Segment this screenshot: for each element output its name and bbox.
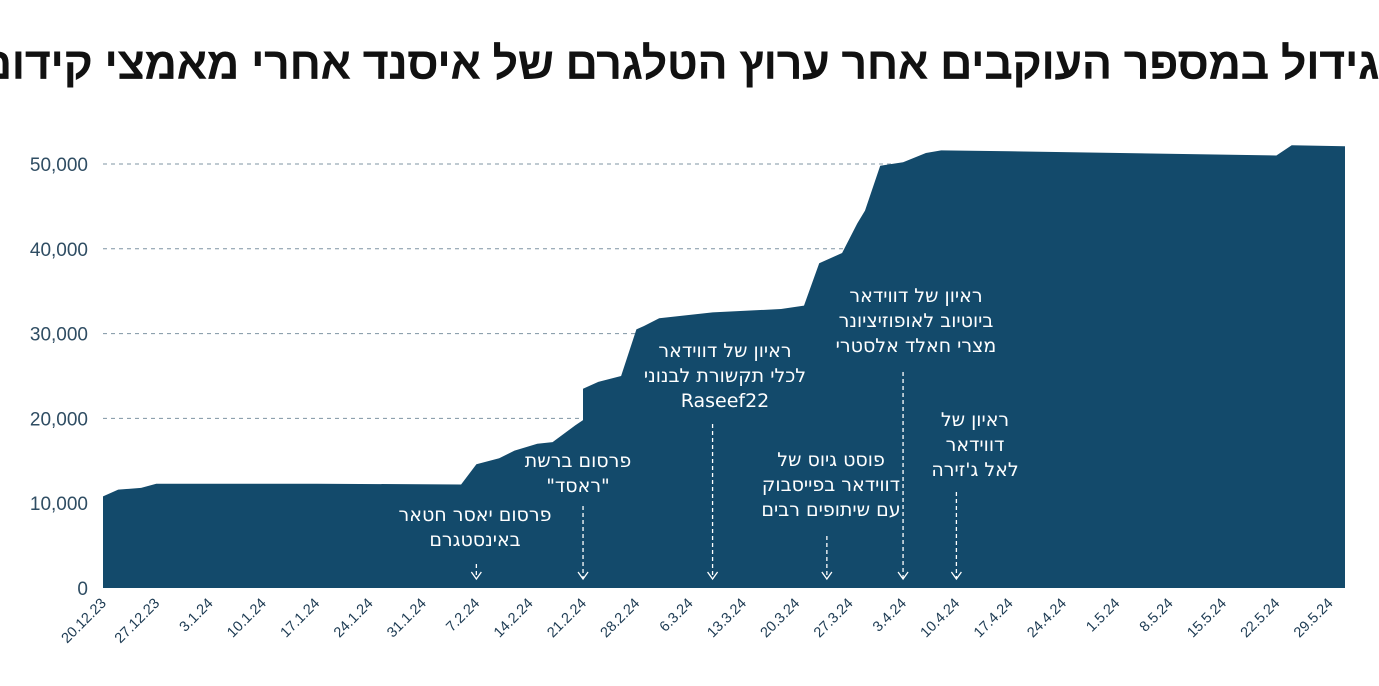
- y-axis: 0 10,000 20,000 30,000 40,000 50,000: [30, 155, 88, 600]
- annotation-arrowhead: [897, 571, 909, 581]
- annotation-text: דווידאר בפייסבוק: [762, 474, 900, 496]
- x-tick-label: 14.2.24: [491, 596, 537, 642]
- annotation: פרסום יאסר חטאר באינסטגרם: [399, 504, 552, 581]
- x-tick-label: 15.5.24: [1184, 596, 1230, 642]
- annotations: פרסום יאסר חטאר באינסטגרם פרסום ברשת "ראסד"…: [399, 285, 1019, 581]
- area-series-fill: [103, 145, 1345, 589]
- x-tick-label: 31.1.24: [384, 596, 430, 642]
- annotation-arrowhead: [821, 571, 833, 581]
- chart-title: גידול במספר העוקבים אחר ערוץ הטלגרם של א…: [0, 38, 1379, 89]
- x-tick-label: 13.3.24: [704, 596, 750, 642]
- x-tick-label: 3.4.24: [870, 596, 910, 636]
- x-tick-label: 28.2.24: [598, 596, 644, 642]
- annotation-text: Raseef22: [681, 390, 770, 412]
- x-tick-label: 17.4.24: [971, 596, 1017, 642]
- x-tick-label: 10.4.24: [918, 596, 964, 642]
- x-tick-label: 20.3.24: [758, 596, 804, 642]
- annotation-text: לכלי תקשורת לבנוני: [644, 365, 806, 387]
- annotation: ראיון של דווידאר ביוטיוב לאופוזיציונר מצרי…: [836, 285, 997, 581]
- annotation-text: ביוטיוב לאופוזיציונר: [839, 310, 994, 332]
- annotation-text: ראיון של דווידאר: [658, 340, 791, 362]
- annotation-arrowhead: [950, 571, 962, 581]
- x-tick-label: 1.5.24: [1083, 596, 1123, 636]
- x-tick-label: 3.1.24: [177, 596, 217, 636]
- annotation-text: לאל ג'זירה: [931, 459, 1018, 481]
- x-tick-label: 29.5.24: [1291, 596, 1337, 642]
- area-series: [103, 145, 1345, 589]
- x-tick-label: 7.2.24: [443, 596, 483, 636]
- annotation-text: "ראסד": [546, 475, 610, 497]
- x-tick-label: 24.4.24: [1024, 596, 1070, 642]
- x-tick-label: 27.12.23: [112, 596, 163, 647]
- annotation: פרסום ברשת "ראסד": [525, 450, 631, 581]
- x-tick-label: 17.1.24: [278, 596, 324, 642]
- x-tick-label: 22.5.24: [1238, 596, 1284, 642]
- x-tick-label: 27.3.24: [811, 596, 857, 642]
- x-axis: 20.12.23 27.12.23 3.1.24 10.1.24 17.1.24 24.1…: [59, 596, 1337, 647]
- annotation-arrowhead: [577, 571, 589, 581]
- y-tick-label: 50,000: [30, 155, 88, 176]
- y-tick-label: 40,000: [30, 240, 88, 261]
- annotation-text: עם שיתופים רבים: [761, 499, 900, 521]
- annotation: ראיון של דווידאר לאל ג'זירה: [931, 409, 1019, 581]
- x-tick-label: 21.2.24: [544, 596, 590, 642]
- annotation-text: דווידאר: [946, 434, 1005, 456]
- y-tick-label: 30,000: [30, 325, 88, 346]
- x-tick-label: 8.5.24: [1137, 596, 1177, 636]
- annotation-text: ראיון של דווידאר: [849, 285, 982, 307]
- annotation-arrowhead: [707, 571, 719, 581]
- x-tick-label: 20.12.23: [59, 596, 110, 647]
- annotation-text: באינסטגרם: [429, 529, 520, 551]
- y-tick-label: 20,000: [30, 409, 88, 430]
- x-tick-label: 24.1.24: [331, 596, 377, 642]
- x-tick-label: 6.3.24: [657, 596, 697, 636]
- x-tick-label: 10.1.24: [224, 596, 270, 642]
- annotation-text: ראיון של: [941, 409, 1009, 431]
- annotation-text: פוסט גיוס של: [777, 449, 885, 471]
- annotation: ראיון של דווידאר לכלי תקשורת לבנוני Raseef…: [644, 340, 806, 581]
- annotation: פוסט גיוס של דווידאר בפייסבוק עם שיתופים ר…: [761, 449, 901, 581]
- annotation-text: פרסום יאסר חטאר: [399, 504, 552, 526]
- y-tick-label: 0: [77, 579, 88, 600]
- y-tick-label: 10,000: [30, 494, 88, 515]
- annotation-arrowhead: [470, 571, 482, 581]
- annotation-text: מצרי חאלד אלסטרי: [836, 335, 997, 357]
- annotation-text: פרסום ברשת: [525, 450, 631, 472]
